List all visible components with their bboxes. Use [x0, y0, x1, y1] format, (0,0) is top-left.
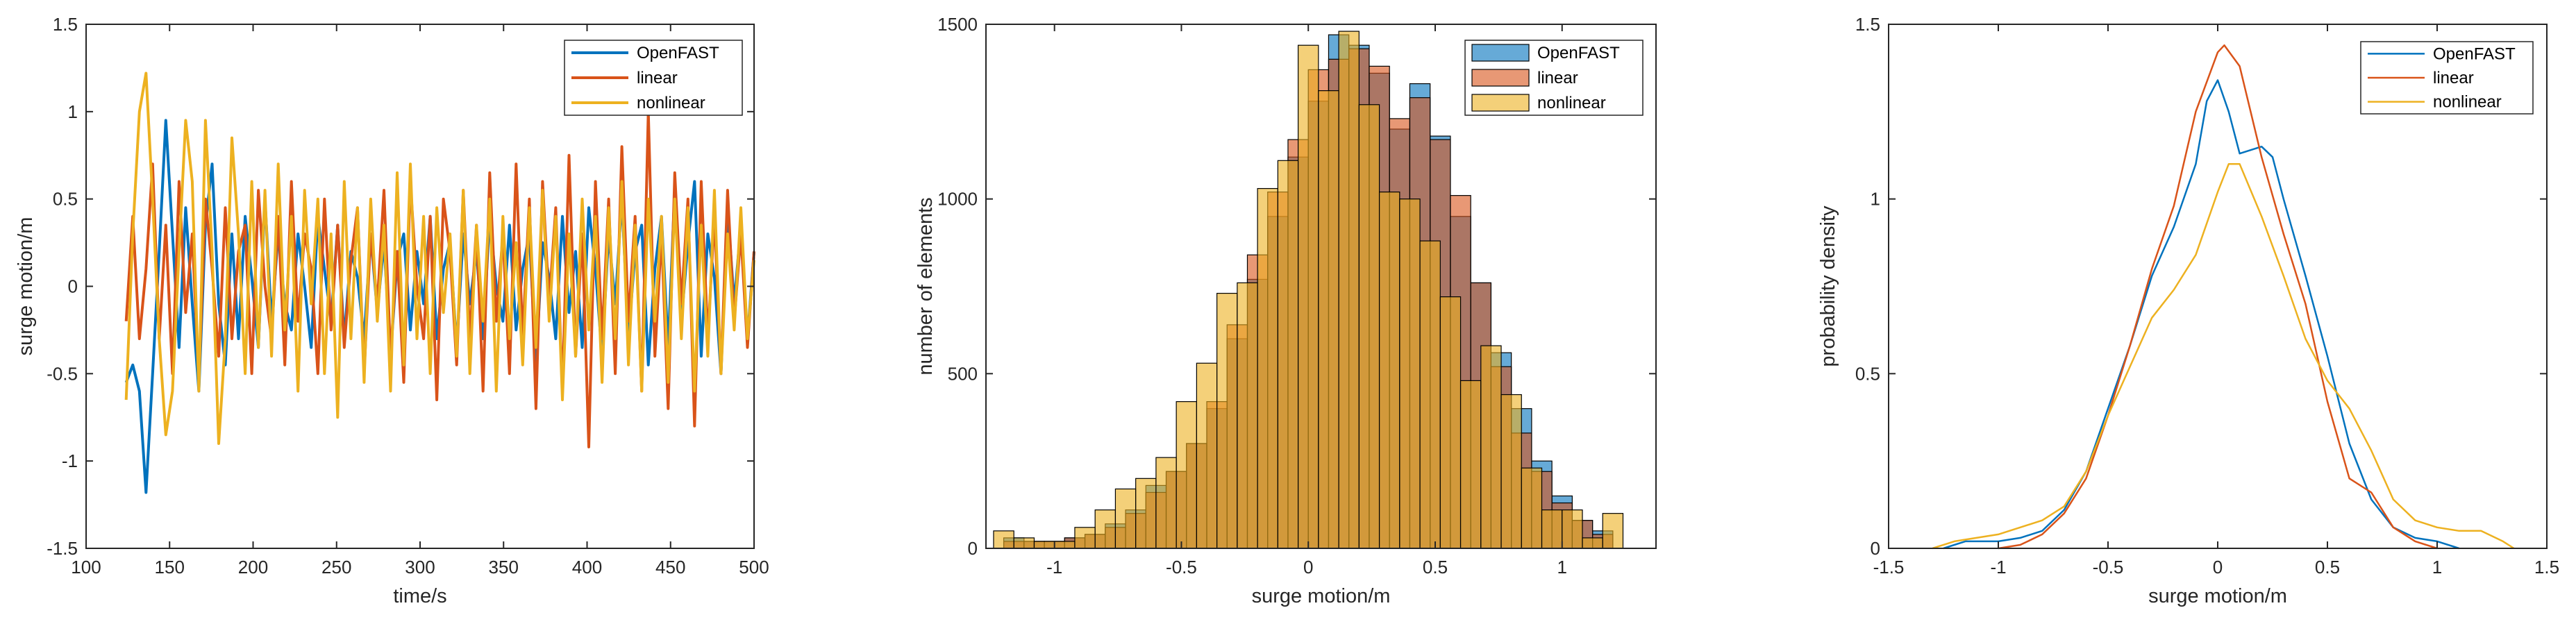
- histogram-bar: [1257, 187, 1278, 549]
- y-tick-label: 1: [68, 101, 78, 122]
- x-tick-label: 100: [71, 557, 101, 577]
- density-line-linear: [1998, 44, 2438, 550]
- x-tick-label: -1: [1046, 557, 1062, 577]
- histogram-bar: [1277, 160, 1299, 549]
- histogram-bar: [1500, 394, 1522, 549]
- y-tick-label: 0.5: [53, 189, 78, 210]
- histogram-bar: [1439, 296, 1462, 549]
- x-tick-label: 500: [739, 557, 769, 577]
- x-tick-label: 250: [321, 557, 351, 577]
- histogram-bar: [1480, 345, 1502, 549]
- y-tick-label: 1.5: [1855, 14, 1880, 35]
- x-tick-label: 450: [655, 557, 685, 577]
- x-tick-label: 1: [1557, 557, 1567, 577]
- legend-label: linear: [1537, 69, 1578, 87]
- legend-swatch-openfast: [1471, 44, 1530, 62]
- x-tick-label: 1.5: [2534, 557, 2559, 577]
- x-axis-label: surge motion/m: [1252, 585, 1391, 607]
- series-line-nonlinear: [124, 71, 755, 445]
- histogram-bar: [1135, 478, 1157, 549]
- histogram-bar: [1419, 240, 1441, 549]
- histogram-bar: [1460, 380, 1482, 549]
- histogram-bar: [1176, 400, 1197, 549]
- y-tick-label: 1: [1871, 189, 1880, 210]
- histogram-bar: [1582, 537, 1603, 549]
- histogram-bar: [1196, 362, 1218, 549]
- y-tick-label: -1: [62, 450, 78, 471]
- legend: OpenFAST linear nonlinear: [2360, 41, 2534, 115]
- histogram-bar: [1216, 292, 1238, 549]
- histogram-bar: [1399, 199, 1421, 549]
- density-line-nonlinear: [1932, 163, 2515, 550]
- y-tick-label: 0: [968, 538, 978, 559]
- y-axis-label: probability density: [1817, 205, 1839, 367]
- panel-time-series: 100 150 200 250 300 350 400 450 500 -1.5 -1 -0.5 0 0.…: [15, 14, 769, 607]
- histogram-bar: [1298, 44, 1319, 549]
- y-tick-label: 1000: [937, 189, 978, 210]
- histogram-bar: [1521, 467, 1543, 549]
- x-tick-label: -1: [1990, 557, 2006, 577]
- histogram-bar: [1094, 509, 1116, 549]
- y-tick-label: 0: [68, 276, 78, 297]
- legend-label: nonlinear: [1537, 94, 1606, 112]
- y-tick-label: 0: [1871, 538, 1880, 559]
- x-axis-label: time/s: [393, 585, 446, 607]
- x-tick-label: 0.5: [2315, 557, 2340, 577]
- histogram-bar: [1155, 457, 1177, 549]
- x-tick-label: 300: [405, 557, 435, 577]
- histogram-bar: [1114, 488, 1137, 549]
- histogram-bar: [1074, 527, 1096, 549]
- legend-label: nonlinear: [637, 94, 705, 112]
- x-tick-label: 350: [489, 557, 519, 577]
- legend: OpenFAST linear nonlinear: [564, 40, 743, 116]
- histogram-bar: [1054, 541, 1076, 549]
- legend-swatch-linear: [1471, 69, 1530, 87]
- y-tick-label: -0.5: [47, 363, 78, 384]
- x-tick-label: 0: [1303, 557, 1313, 577]
- x-axis-label: surge motion/m: [2148, 585, 2287, 607]
- histogram-bar: [1562, 509, 1583, 549]
- x-tick-label: 200: [238, 557, 268, 577]
- histogram-bar: [993, 530, 1014, 549]
- y-axis-label: number of elements: [914, 197, 937, 375]
- histogram-bar: [1541, 509, 1563, 549]
- y-tick-label: 0.5: [1855, 363, 1880, 384]
- legend-label: OpenFAST: [2433, 44, 2516, 63]
- x-tick-label: -0.5: [2093, 557, 2124, 577]
- histogram-bar: [1338, 31, 1360, 549]
- density-line-openfast: [1943, 79, 2459, 550]
- histogram-bar: [1033, 541, 1055, 549]
- panel-probability-density: -1.5 -1 -0.5 0 0.5 1 1.5 0 0.5 1 1.5 surge motion/m…: [1817, 14, 2559, 607]
- legend-label: OpenFAST: [637, 44, 719, 62]
- series-line-linear: [124, 110, 755, 448]
- x-tick-label: 400: [572, 557, 602, 577]
- panel-histogram: -1 -0.5 0 0.5 1 0 500 1000 1500 surge motion/m num…: [914, 14, 1657, 607]
- histogram-bar: [1237, 282, 1258, 549]
- legend-label: linear: [2433, 69, 2474, 87]
- legend-label: OpenFAST: [1537, 44, 1620, 62]
- series-nonlinear: [993, 31, 1624, 549]
- x-tick-label: -1.5: [1873, 557, 1905, 577]
- legend-swatch-nonlinear: [1471, 94, 1530, 112]
- legend: OpenFAST linear nonlinear: [1464, 40, 1644, 116]
- histogram-bar: [1318, 90, 1339, 549]
- y-tick-label: 1500: [937, 14, 978, 35]
- histogram-bar: [1358, 104, 1380, 549]
- x-tick-label: -0.5: [1166, 557, 1197, 577]
- x-tick-label: 1: [2432, 557, 2442, 577]
- histogram-bar: [1378, 192, 1400, 549]
- y-axis-label: surge motion/m: [15, 217, 37, 356]
- histogram-bar: [1602, 513, 1624, 549]
- y-tick-label: 1.5: [53, 14, 78, 35]
- x-tick-label: 0: [2213, 557, 2223, 577]
- x-tick-label: 150: [155, 557, 185, 577]
- x-tick-label: 0.5: [1423, 557, 1448, 577]
- axes-frame: [985, 24, 1657, 549]
- y-tick-label: 500: [948, 363, 978, 384]
- legend-label: linear: [637, 69, 678, 87]
- histogram-bar: [1013, 537, 1035, 549]
- legend-label: nonlinear: [2433, 93, 2502, 112]
- y-tick-label: -1.5: [47, 538, 78, 559]
